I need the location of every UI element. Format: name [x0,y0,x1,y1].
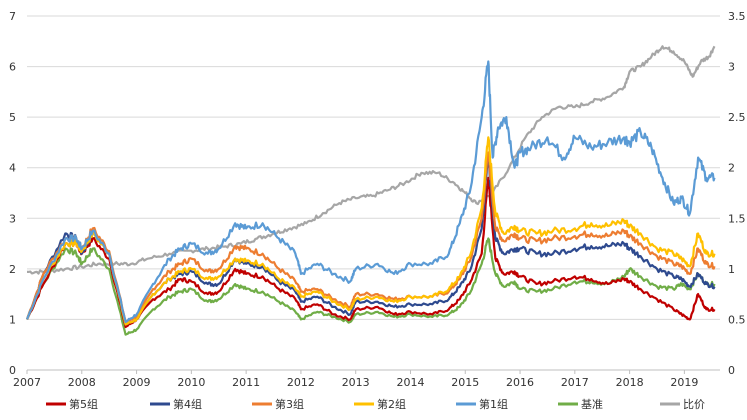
series-line [25,237,716,336]
y-tick-label: 2 [9,263,16,276]
y2-tick-label: 2 [728,162,735,175]
x-tick-label: 2016 [506,376,534,389]
y-tick-label: 3 [9,212,16,225]
legend-label: 比价 [683,398,705,411]
y2-tick-label: 1 [728,263,735,276]
y-tick-label: 4 [9,162,16,175]
series-line [25,176,716,329]
x-tick-label: 2009 [123,376,151,389]
series-line [25,60,716,324]
y-tick-label: 1 [9,313,16,326]
y2-tick-label: 1.5 [728,212,746,225]
series-line [27,45,716,275]
y2-tick-label: 0 [728,364,735,377]
y-axis-left: 0 1 2 3 4 5 6 7 [9,10,16,377]
x-tick-label: 2012 [287,376,315,389]
legend-label: 第5组 [69,397,98,411]
legend-label: 第3组 [275,397,304,411]
x-tick-label: 2007 [13,376,41,389]
y2-tick-label: 3.5 [728,10,746,23]
x-tick-label: 2011 [232,376,260,389]
y2-tick-label: 0.5 [728,313,746,326]
x-tick-label: 2018 [616,376,644,389]
x-tick-label: 2014 [396,376,424,389]
x-tick-label: 2015 [451,376,479,389]
legend: 第5组 第4组 第3组 第2组 第1组 基准 比价 [46,397,705,411]
y2-tick-label: 2.5 [728,111,746,124]
series-lines [25,45,716,336]
y-axis-right: 0 0.5 1 1.5 2 2.5 3 3.5 [728,10,746,377]
y-tick-label: 0 [9,364,16,377]
legend-label: 第1组 [479,397,508,411]
legend-label: 基准 [581,398,603,411]
series-line [25,136,716,326]
y-tick-label: 6 [9,61,16,74]
legend-label: 第4组 [173,397,202,411]
gridlines [27,15,720,371]
y-tick-label: 7 [9,10,16,23]
x-tick-label: 2010 [177,376,205,389]
y-tick-label: 5 [9,111,16,124]
x-tick-label: 2017 [561,376,589,389]
legend-label: 第2组 [377,397,406,411]
x-tick-label: 2019 [670,376,698,389]
series-line [25,151,716,324]
x-axis: 2007 2008 2009 2010 2011 2012 2013 2014 2015 2016… [13,369,720,389]
x-tick-label: 2008 [68,376,96,389]
x-tick-label: 2013 [342,376,370,389]
y2-tick-label: 3 [728,61,735,74]
